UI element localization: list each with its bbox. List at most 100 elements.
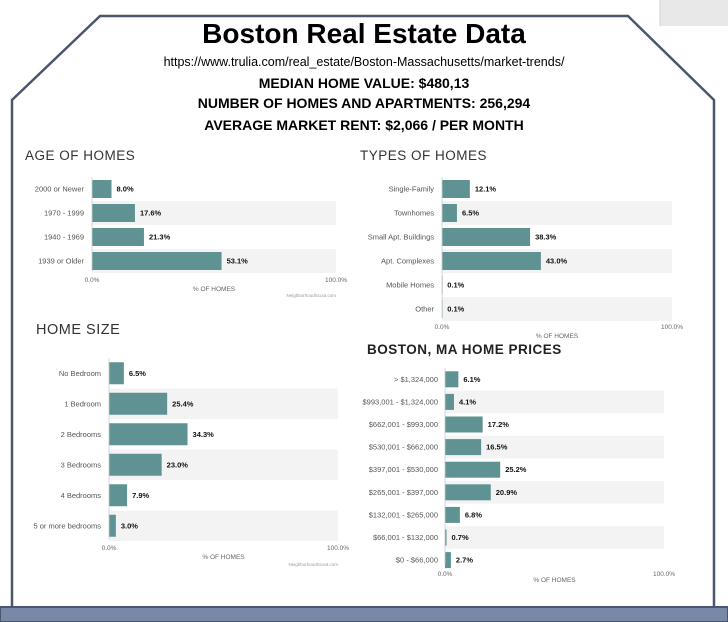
category-label: 1939 or Older [38, 257, 84, 266]
value-label: 25.2% [505, 465, 527, 474]
row-band [445, 390, 664, 414]
category-label: $0 - $66,000 [396, 556, 438, 565]
x-tick-label: 0.0% [102, 545, 117, 552]
category-label: 2000 or Newer [35, 185, 85, 194]
value-label: 0.1% [447, 281, 464, 290]
source-url: https://www.trulia.com/real_estate/Bosto… [163, 55, 565, 69]
category-label: 4 Bedrooms [61, 491, 102, 500]
value-label: 0.7% [452, 533, 469, 542]
x-tick-label: 0.0% [435, 324, 450, 331]
category-label: $662,001 - $993,000 [369, 420, 438, 429]
value-label: 0.1% [447, 305, 464, 314]
row-band [445, 526, 664, 549]
bar [442, 204, 457, 222]
bar [109, 392, 168, 415]
category-label: Townhomes [394, 209, 434, 218]
home-prices-title: BOSTON, MA HOME PRICES [367, 342, 562, 357]
category-label: Other [415, 305, 434, 314]
row-band [109, 510, 338, 541]
category-label: No Bedroom [59, 369, 101, 378]
row-band [442, 201, 672, 225]
source-label: NeighborhoodScout.com [288, 562, 338, 567]
source-label: NeighborhoodScout.com [286, 293, 336, 298]
bar [109, 423, 188, 446]
category-label: > $1,324,000 [394, 375, 438, 384]
bar [92, 180, 112, 198]
x-tick-label: 100.0% [327, 545, 349, 552]
value-label: 3.0% [121, 521, 138, 530]
value-label: 6.1% [463, 375, 480, 384]
bar [442, 228, 531, 246]
value-label: 12.1% [475, 185, 497, 194]
category-label: $530,001 - $662,000 [369, 443, 438, 452]
bar [92, 252, 222, 270]
category-label: $265,001 - $397,000 [369, 488, 438, 497]
value-label: 6.5% [462, 209, 479, 218]
age-of-homes-title: AGE OF HOMES [25, 148, 136, 163]
value-label: 20.9% [496, 488, 518, 497]
bar [109, 514, 116, 537]
page-title: Boston Real Estate Data [202, 18, 526, 49]
bar [445, 393, 454, 410]
home-size-title: HOME SIZE [36, 322, 121, 338]
value-label: 21.3% [149, 233, 171, 242]
bar [92, 228, 144, 246]
bar [445, 484, 491, 501]
value-label: 17.2% [488, 420, 510, 429]
x-tick-label: 0.0% [438, 571, 453, 578]
bar [109, 484, 128, 507]
bar [109, 362, 124, 385]
value-label: 34.3% [193, 430, 215, 439]
value-label: 8.0% [117, 185, 134, 194]
category-label: 1970 - 1999 [44, 209, 84, 218]
row-band [442, 297, 672, 321]
bar [445, 506, 460, 523]
value-label: 23.0% [167, 460, 189, 469]
bar [445, 529, 447, 546]
bar [445, 416, 483, 433]
category-label: 1 Bedroom [64, 399, 101, 408]
x-axis-label: % OF HOMES [202, 554, 245, 561]
category-label: 3 Bedrooms [61, 460, 102, 469]
row-band [445, 435, 664, 459]
bar [442, 180, 470, 198]
category-label: $132,001 - $265,000 [369, 510, 438, 519]
bar [92, 204, 135, 222]
x-tick-label: 100.0% [661, 324, 683, 331]
x-axis-label: % OF HOMES [533, 577, 576, 584]
value-label: 4.1% [459, 397, 476, 406]
value-label: 7.9% [132, 491, 149, 500]
median-home-value: MEDIAN HOME VALUE: $480,13 [258, 75, 470, 91]
row-band [445, 481, 664, 504]
category-label: $993,001 - $1,324,000 [363, 397, 438, 406]
value-label: 17.6% [140, 209, 162, 218]
category-label: 1940 - 1969 [44, 233, 84, 242]
bar [109, 453, 162, 476]
average-market-rent: AVERAGE MARKET RENT: $2,066 / PER MONTH [204, 117, 524, 133]
number-of-homes: NUMBER OF HOMES AND APARTMENTS: 256,294 [197, 95, 531, 111]
x-axis-label: % OF HOMES [536, 333, 579, 340]
category-label: Mobile Homes [386, 281, 434, 290]
value-label: 6.5% [129, 369, 146, 378]
value-label: 38.3% [535, 233, 557, 242]
x-axis-label: % OF HOMES [193, 286, 236, 293]
x-tick-label: 100.0% [325, 277, 347, 284]
category-label: 5 or more bedrooms [33, 521, 101, 530]
value-label: 25.4% [172, 399, 194, 408]
category-label: Small Apt. Buildings [368, 233, 435, 242]
value-label: 2.7% [456, 556, 473, 565]
category-label: $66,001 - $132,000 [373, 533, 438, 542]
category-label: Single-Family [389, 185, 435, 194]
category-label: $397,001 - $530,000 [369, 465, 438, 474]
category-label: 2 Bedrooms [61, 430, 102, 439]
types-of-homes-title: TYPES OF HOMES [360, 148, 488, 163]
x-tick-label: 100.0% [653, 571, 675, 578]
value-label: 16.5% [486, 443, 508, 452]
bar [445, 552, 451, 569]
x-tick-label: 0.0% [85, 277, 100, 284]
bar [445, 439, 482, 456]
